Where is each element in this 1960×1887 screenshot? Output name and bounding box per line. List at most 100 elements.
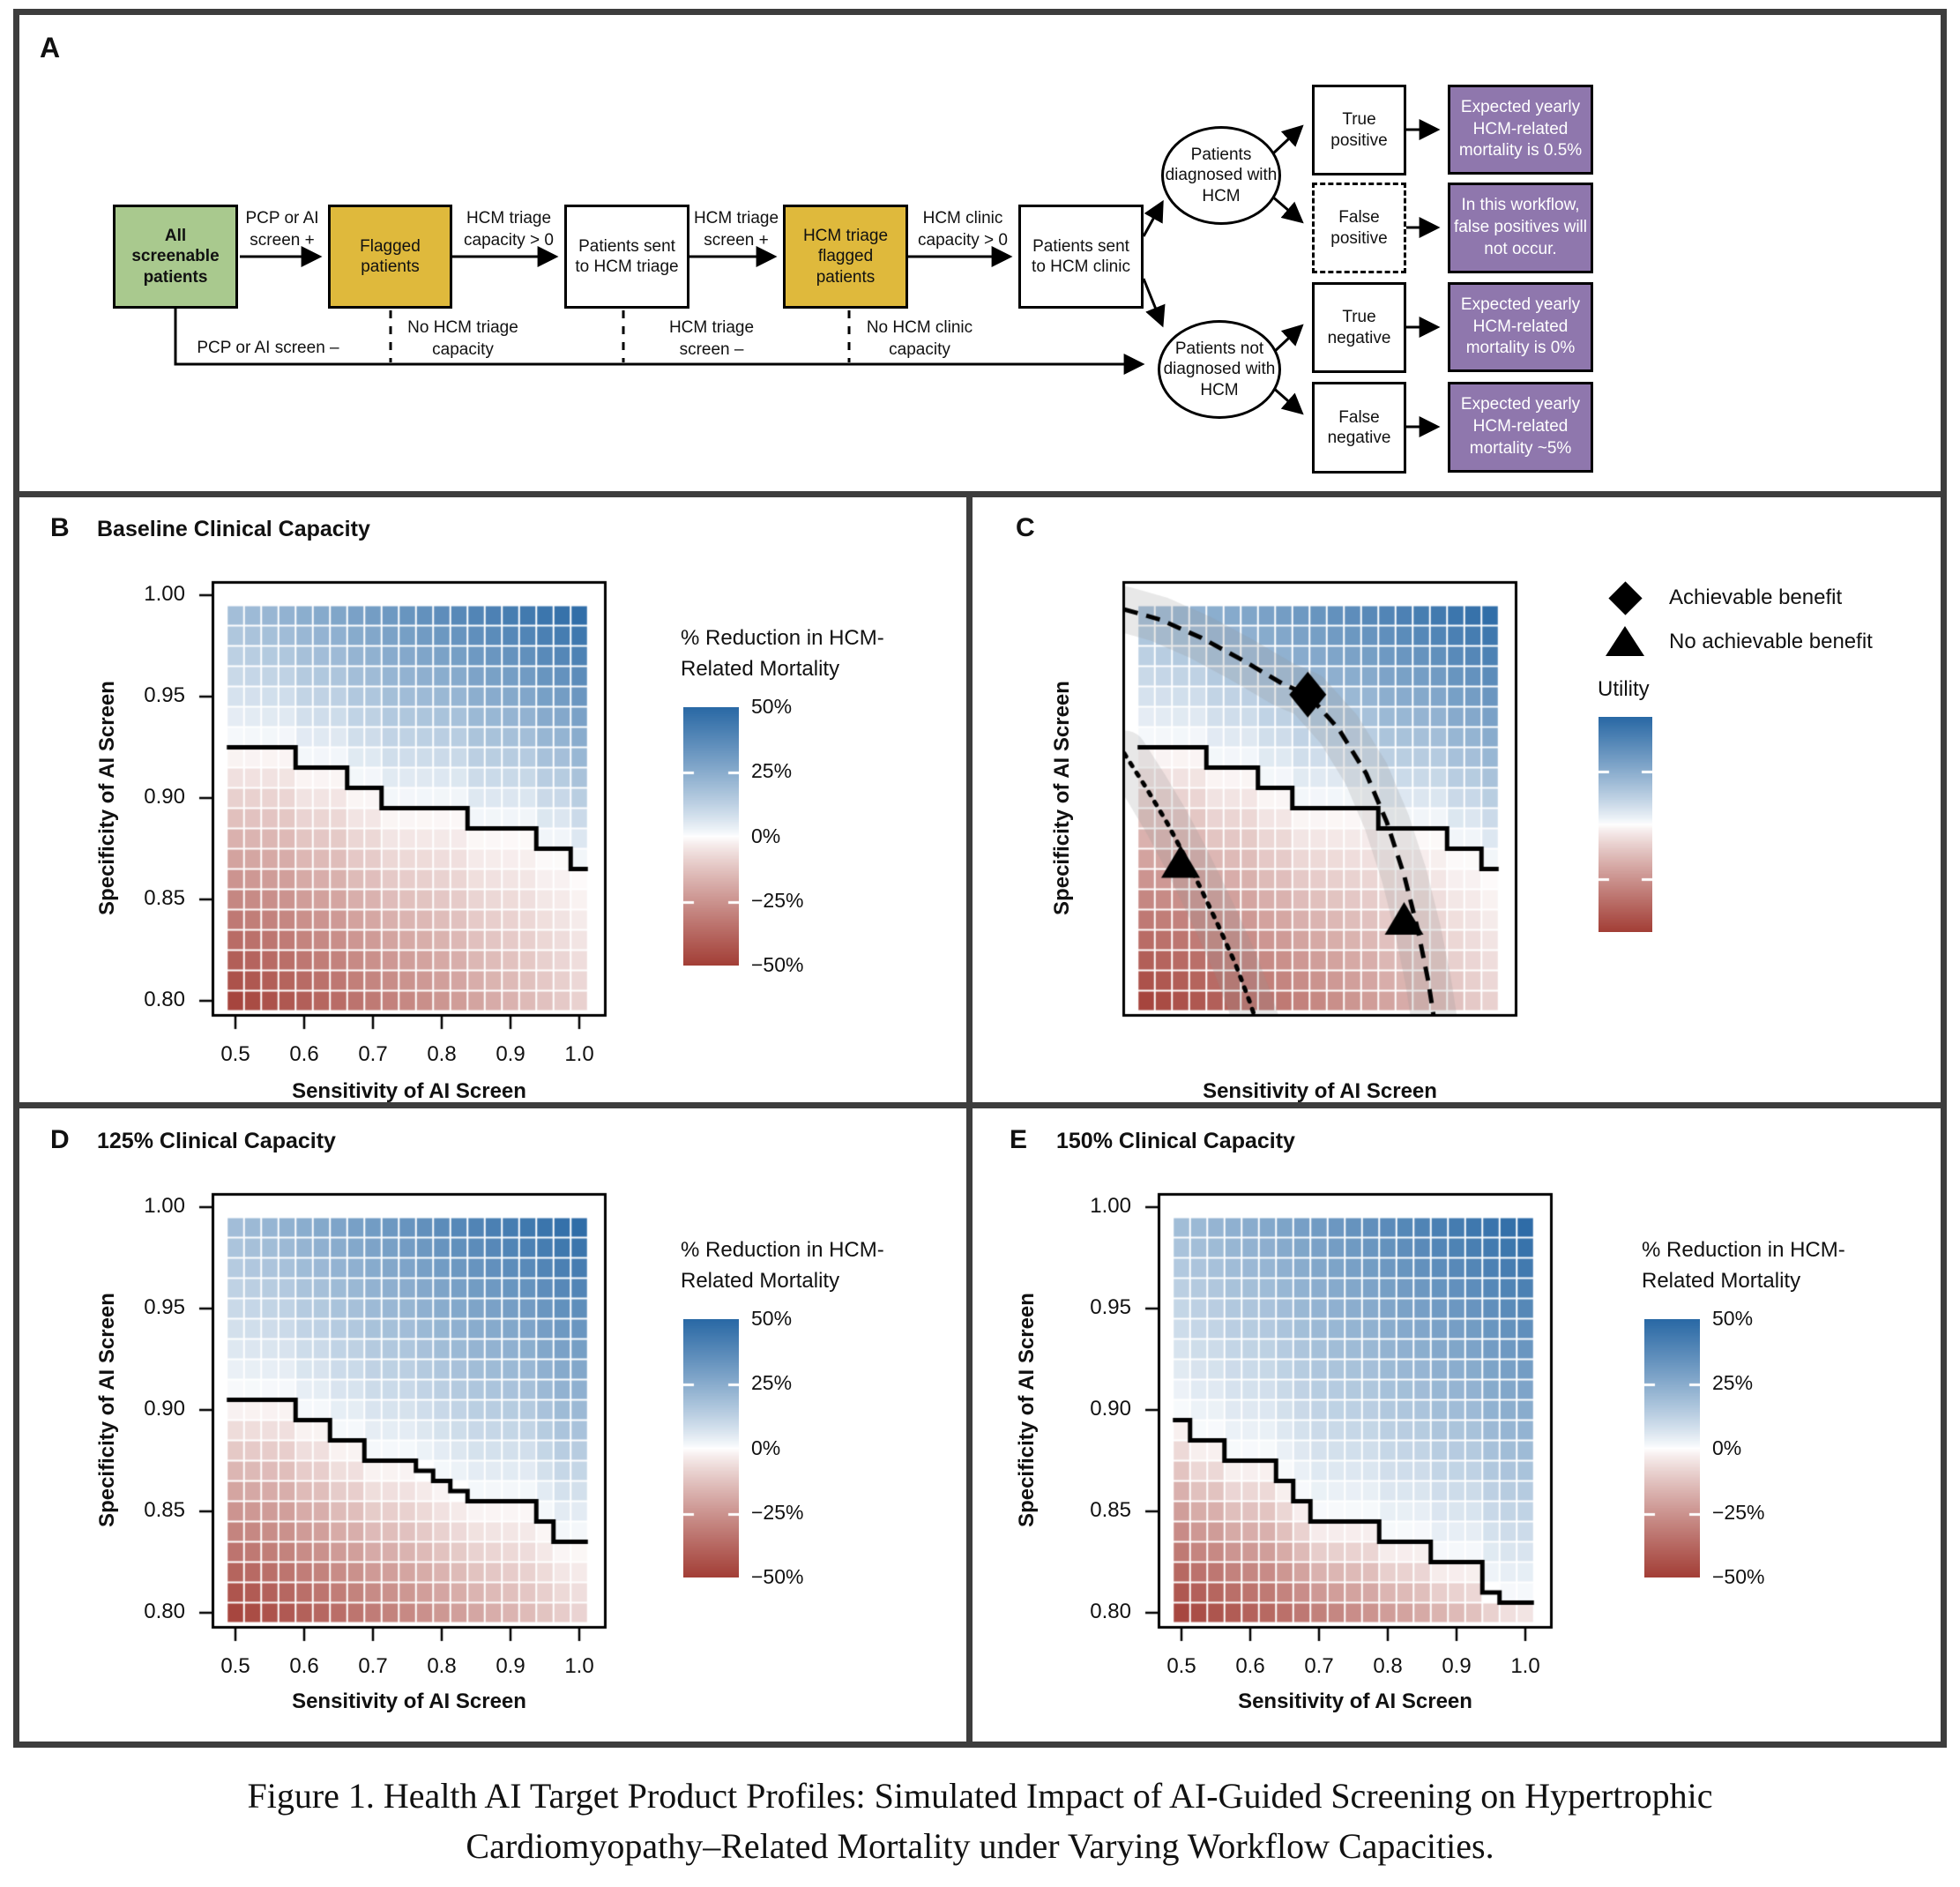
colorbar-title-c: Utility <box>1598 677 1650 701</box>
colorbar-label-d-2: 0% <box>751 1436 781 1459</box>
y-tick-d-1.00: 1.00 <box>144 1194 185 1218</box>
colorbar-label-b-2: 0% <box>751 824 781 847</box>
box-false-positive: False positive <box>1312 183 1406 273</box>
colorbar-label-b-3: −25% <box>751 888 804 912</box>
colorbar-label-e-4: −50% <box>1712 1565 1765 1588</box>
colorbar-title-b-line2: Related Mortality <box>681 657 840 681</box>
box-fn-outcome: Expected yearly HCM-related mortality ~5… <box>1448 382 1593 473</box>
x-tick-d-0.5: 0.5 <box>220 1654 250 1678</box>
y-tick-b-0.90: 0.90 <box>144 785 185 809</box>
y-tick-e-0.90: 0.90 <box>1090 1397 1131 1421</box>
colorbar-canvas-c <box>1599 717 1652 932</box>
arrow-to-not-diagnosed <box>1142 278 1166 328</box>
label-pcp-negative: PCP or AI screen – <box>197 339 339 357</box>
colorbar-label-d-0: 50% <box>751 1307 793 1330</box>
x-tick-e-0.5: 0.5 <box>1166 1654 1196 1678</box>
y-tick-b-0.85: 0.85 <box>144 886 185 910</box>
panel-c-xlabel: Sensitivity of AI Screen <box>1203 1079 1437 1103</box>
box-true-negative: True negative <box>1312 282 1406 373</box>
panel-b-title: Baseline Clinical Capacity <box>97 517 370 541</box>
heatmap-canvas-d <box>194 1188 612 1648</box>
box-fp-outcome: In this workflow, false positives will n… <box>1448 183 1593 273</box>
triangle-icon <box>1606 626 1644 656</box>
bypass-negative-path <box>174 309 1145 375</box>
y-tick-e-0.85: 0.85 <box>1090 1498 1131 1522</box>
x-tick-b-0.7: 0.7 <box>358 1042 388 1066</box>
y-tick-d-0.80: 0.80 <box>144 1600 185 1623</box>
heatmap-canvas-b <box>194 576 612 1036</box>
colorbar-canvas-e <box>1644 1319 1700 1577</box>
figure-caption: Figure 1. Health AI Target Product Profi… <box>0 1771 1960 1871</box>
x-tick-d-0.9: 0.9 <box>496 1654 525 1678</box>
label-triage-negative: HCM triage screen – <box>668 318 755 359</box>
panel-d-xlabel: Sensitivity of AI Screen <box>292 1689 526 1713</box>
panel-d-letter: D <box>50 1125 70 1154</box>
x-tick-d-0.6: 0.6 <box>289 1654 319 1678</box>
panel-b-letter: B <box>50 513 70 542</box>
legend-diamond-swatch <box>1607 580 1643 615</box>
y-tick-d-0.90: 0.90 <box>144 1397 185 1421</box>
colorbar-title-b-line1: % Reduction in HCM- <box>681 626 884 650</box>
colorbar-title-d: % Reduction in HCM- Related Mortality <box>681 1234 936 1296</box>
x-tick-b-1.0: 1.0 <box>564 1042 594 1066</box>
x-tick-e-1.0: 1.0 <box>1510 1654 1540 1678</box>
box-all-screenable: All screenable patients <box>113 205 238 309</box>
box-tn-outcome: Expected yearly HCM-related mortality is… <box>1448 282 1593 372</box>
y-tick-d-0.95: 0.95 <box>144 1295 185 1319</box>
colorbar-title-d-line2: Related Mortality <box>681 1269 840 1293</box>
panel-d-title: 125% Clinical Capacity <box>97 1129 336 1153</box>
colorbar-canvas-b <box>683 707 739 966</box>
box-sent-triage: Patients sent to HCM triage <box>564 205 689 309</box>
panel-a-letter: A <box>40 32 61 63</box>
panel-d-ylabel: Specificity of AI Screen <box>95 1293 119 1527</box>
x-tick-d-0.7: 0.7 <box>358 1654 388 1678</box>
colorbar-label-e-2: 0% <box>1712 1436 1742 1459</box>
panel-e-title: 150% Clinical Capacity <box>1056 1129 1295 1153</box>
colorbar-label-d-4: −50% <box>751 1565 804 1588</box>
x-tick-b-0.9: 0.9 <box>496 1042 525 1066</box>
colorbar-canvas-d <box>683 1319 739 1577</box>
y-tick-b-1.00: 1.00 <box>144 582 185 606</box>
arrow-to-diagnosed <box>1142 199 1164 237</box>
divider-horizontal-2 <box>13 1102 1947 1108</box>
panel-e-xlabel: Sensitivity of AI Screen <box>1238 1689 1472 1713</box>
legend-triangle-swatch <box>1606 626 1644 656</box>
x-tick-d-1.0: 1.0 <box>564 1654 594 1678</box>
box-tp-outcome: Expected yearly HCM-related mortality is… <box>1448 85 1593 175</box>
colorbar-title-e-line1: % Reduction in HCM- <box>1642 1238 1845 1262</box>
label-no-triage-capacity: No HCM triage capacity <box>407 318 518 359</box>
legend-achievable-label: Achievable benefit <box>1669 585 1843 609</box>
panel-b-ylabel: Specificity of AI Screen <box>95 681 119 915</box>
panel-a: A All screenable pati <box>0 0 1960 491</box>
colorbar-label-b-0: 50% <box>751 695 793 718</box>
y-tick-e-1.00: 1.00 <box>1090 1194 1131 1218</box>
colorbar-title-e-line2: Related Mortality <box>1642 1269 1801 1293</box>
colorbar-label-e-1: 25% <box>1712 1371 1754 1395</box>
x-tick-b-0.8: 0.8 <box>427 1042 457 1066</box>
legend-no-achievable-label: No achievable benefit <box>1669 630 1873 653</box>
panel-e-letter: E <box>1010 1125 1028 1154</box>
colorbar-label-b-1: 25% <box>751 759 793 783</box>
box-flagged: Flagged patients <box>328 205 452 309</box>
x-tick-e-0.9: 0.9 <box>1442 1654 1472 1678</box>
label-pcp-positive: PCP or AI screen + <box>245 209 319 250</box>
divider-horizontal-1 <box>13 491 1947 497</box>
y-tick-d-0.85: 0.85 <box>144 1498 185 1522</box>
caption-line-2: Cardiomyopathy–Related Mortality under V… <box>466 1826 1494 1866</box>
colorbar-title-e: % Reduction in HCM- Related Mortality <box>1642 1234 1897 1296</box>
y-tick-b-0.95: 0.95 <box>144 683 185 707</box>
ellipse-not-diagnosed: Patients not diagnosed with HCM <box>1158 320 1281 419</box>
box-false-negative: False negative <box>1312 382 1406 474</box>
colorbar-label-e-0: 50% <box>1712 1307 1754 1330</box>
x-tick-e-0.6: 0.6 <box>1235 1654 1265 1678</box>
colorbar-label-b-4: −50% <box>751 953 804 976</box>
colorbar-label-e-3: −25% <box>1712 1500 1765 1524</box>
x-tick-b-0.6: 0.6 <box>289 1042 319 1066</box>
box-sent-clinic: Patients sent to HCM clinic <box>1018 205 1144 309</box>
colorbar-label-d-1: 25% <box>751 1371 793 1395</box>
heatmap-canvas-c <box>1105 576 1523 1036</box>
panel-e-ylabel: Specificity of AI Screen <box>1015 1293 1039 1527</box>
panel-c-ylabel: Specificity of AI Screen <box>1050 681 1074 915</box>
y-tick-e-0.95: 0.95 <box>1090 1295 1131 1319</box>
box-triage-flagged: HCM triage flagged patients <box>783 205 908 309</box>
